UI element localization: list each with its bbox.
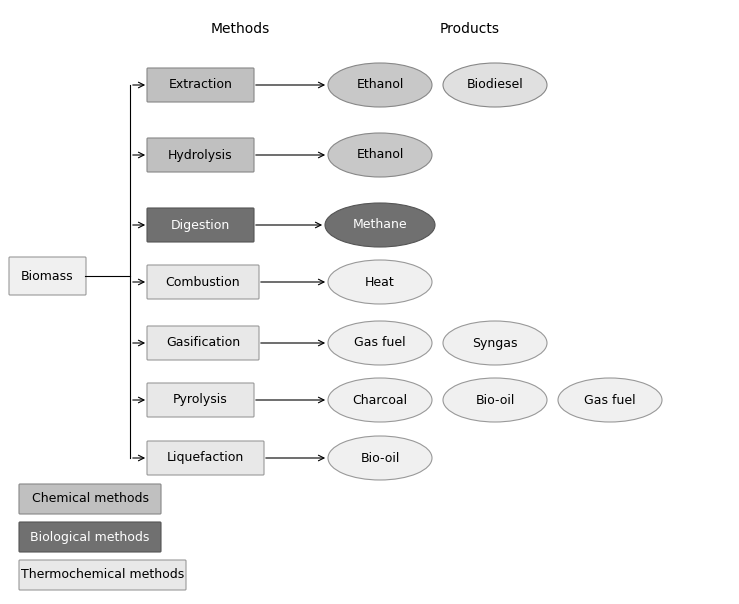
Ellipse shape xyxy=(325,203,435,247)
FancyBboxPatch shape xyxy=(19,484,161,514)
FancyBboxPatch shape xyxy=(19,522,161,552)
Text: Combustion: Combustion xyxy=(166,275,240,289)
Text: Pyrolysis: Pyrolysis xyxy=(173,393,228,406)
Text: Extraction: Extraction xyxy=(168,79,233,91)
Ellipse shape xyxy=(328,378,432,422)
Text: Hydrolysis: Hydrolysis xyxy=(168,149,233,161)
FancyBboxPatch shape xyxy=(147,138,254,172)
FancyBboxPatch shape xyxy=(147,68,254,102)
FancyBboxPatch shape xyxy=(9,257,86,295)
Text: Chemical methods: Chemical methods xyxy=(32,492,149,506)
FancyBboxPatch shape xyxy=(147,265,259,299)
Text: Heat: Heat xyxy=(365,275,395,289)
Text: Thermochemical methods: Thermochemical methods xyxy=(21,568,184,582)
FancyBboxPatch shape xyxy=(147,383,254,417)
Ellipse shape xyxy=(328,260,432,304)
Ellipse shape xyxy=(328,436,432,480)
Ellipse shape xyxy=(328,63,432,107)
FancyBboxPatch shape xyxy=(19,560,186,590)
Text: Biological methods: Biological methods xyxy=(30,530,150,544)
Ellipse shape xyxy=(328,133,432,177)
Text: Biodiesel: Biodiesel xyxy=(466,79,523,91)
Text: Bio-oil: Bio-oil xyxy=(475,393,514,406)
FancyBboxPatch shape xyxy=(147,326,259,360)
Text: Syngas: Syngas xyxy=(472,336,518,350)
Text: Bio-oil: Bio-oil xyxy=(361,452,400,464)
Text: Methane: Methane xyxy=(353,219,407,231)
Ellipse shape xyxy=(443,321,547,365)
Text: Charcoal: Charcoal xyxy=(353,393,408,406)
Ellipse shape xyxy=(443,63,547,107)
Text: Gas fuel: Gas fuel xyxy=(585,393,636,406)
Ellipse shape xyxy=(558,378,662,422)
Text: Ethanol: Ethanol xyxy=(356,149,403,161)
Ellipse shape xyxy=(443,378,547,422)
Text: Gasification: Gasification xyxy=(166,336,240,350)
FancyBboxPatch shape xyxy=(147,208,254,242)
Text: Liquefaction: Liquefaction xyxy=(167,452,244,464)
Text: Methods: Methods xyxy=(211,22,270,36)
FancyBboxPatch shape xyxy=(147,441,264,475)
Text: Digestion: Digestion xyxy=(171,219,230,231)
Text: Products: Products xyxy=(440,22,500,36)
Text: Ethanol: Ethanol xyxy=(356,79,403,91)
Text: Gas fuel: Gas fuel xyxy=(354,336,406,350)
Text: Biomass: Biomass xyxy=(21,269,74,283)
Ellipse shape xyxy=(328,321,432,365)
